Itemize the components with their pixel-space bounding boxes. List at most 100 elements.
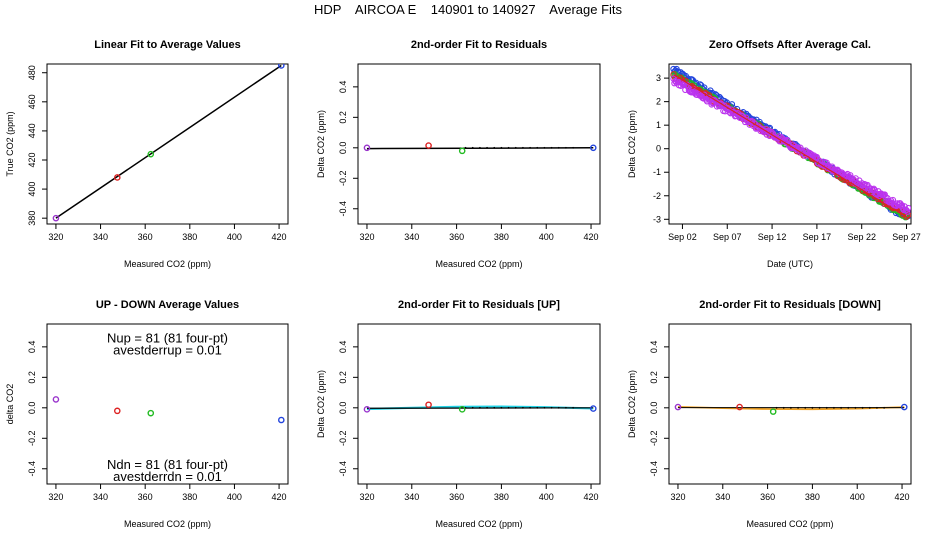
y-tick-label: 0.2 xyxy=(649,371,659,384)
residual-dot xyxy=(572,146,575,149)
residual-dot xyxy=(818,406,821,409)
panel-title: Zero Offsets After Average Cal. xyxy=(709,39,871,51)
data-point xyxy=(113,174,121,181)
x-tick-label: 420 xyxy=(584,492,599,502)
x-axis-label: Measured CO2 (ppm) xyxy=(435,259,522,269)
data-point xyxy=(425,142,432,149)
residual-dot xyxy=(529,146,531,149)
residual-dot xyxy=(572,406,575,409)
residual-dot xyxy=(493,406,496,409)
x-tick-label: 400 xyxy=(539,492,554,502)
x-tick-label: 420 xyxy=(272,232,287,242)
y-tick-label: 3 xyxy=(656,73,661,83)
x-tick-label: 380 xyxy=(182,492,197,502)
data-point xyxy=(458,406,466,413)
panel-title: 2nd-order Fit to Residuals [UP] xyxy=(398,299,560,311)
residual-dot xyxy=(536,146,539,149)
data-point xyxy=(905,204,911,212)
x-tick-label: 320 xyxy=(48,492,63,502)
x-tick-label: 420 xyxy=(272,492,287,502)
x-tick-label: 400 xyxy=(850,492,865,502)
annotation-text: Nup = 81 (81 four-pt) xyxy=(107,330,228,345)
y-tick-label: -3 xyxy=(653,214,661,224)
data-point xyxy=(52,214,60,222)
y-tick-label: 0.4 xyxy=(27,341,37,354)
data-point xyxy=(363,144,371,152)
residual-dot xyxy=(825,406,828,409)
x-tick-label: 380 xyxy=(805,492,820,502)
residual-dot xyxy=(500,406,503,409)
residual-dot xyxy=(847,406,850,409)
residual-dot xyxy=(514,406,517,409)
x-tick-label: 340 xyxy=(93,232,108,242)
data-point xyxy=(861,181,868,188)
panel-3: Zero Offsets After Average Cal. Sep 02 Sep… xyxy=(627,39,921,269)
plot-marks xyxy=(674,403,908,415)
y-tick-label: 420 xyxy=(27,152,37,167)
x-tick-label: 420 xyxy=(584,232,599,242)
x-tick-label: Sep 17 xyxy=(803,232,832,242)
panel-5: 2nd-order Fit to Residuals [UP] 320 340 360… xyxy=(316,299,601,529)
x-tick-label: 400 xyxy=(539,232,554,242)
residual-dot xyxy=(471,146,474,149)
panel-title: 2nd-order Fit to Residuals [DOWN] xyxy=(699,299,881,311)
residual-dot xyxy=(464,146,467,149)
residual-dot xyxy=(500,146,503,149)
annotation-text: avestderrup = 0.01 xyxy=(113,343,222,358)
residual-dot xyxy=(486,406,488,409)
y-axis-label: delta CO2 xyxy=(5,384,15,425)
residual-dot xyxy=(883,406,886,409)
y-tick-label: -0.2 xyxy=(649,431,659,447)
residual-dot xyxy=(514,146,517,149)
y-tick-label: -1 xyxy=(653,167,661,177)
y-tick-label: 480 xyxy=(27,65,37,80)
x-tick-label: Sep 27 xyxy=(892,232,921,242)
x-tick-label: Sep 07 xyxy=(713,232,742,242)
y-axis-label: Delta CO2 (ppm) xyxy=(627,110,637,178)
y-tick-label: 0.0 xyxy=(338,142,348,155)
residual-dot xyxy=(507,146,510,149)
x-tick-label: 380 xyxy=(182,232,197,242)
x-tick-label: 360 xyxy=(449,492,464,502)
y-tick-label: -0.4 xyxy=(338,201,348,217)
residual-dot xyxy=(840,406,842,409)
y-tick-label: -0.2 xyxy=(338,431,348,447)
data-point xyxy=(901,203,908,210)
plot-frame xyxy=(357,63,601,225)
data-point xyxy=(589,144,597,152)
residual-dot xyxy=(565,406,567,409)
y-tick-label: 0.2 xyxy=(338,371,348,384)
y-axis-label: Delta CO2 (ppm) xyxy=(627,370,637,438)
residual-dot xyxy=(811,406,814,409)
x-tick-label: 400 xyxy=(227,232,242,242)
plot-marks xyxy=(52,64,285,222)
x-tick-label: 380 xyxy=(494,232,509,242)
x-tick-label: 360 xyxy=(760,492,775,502)
x-tick-label: Sep 12 xyxy=(758,232,787,242)
panel-2: 2nd-order Fit to Residuals 320 340 360 380 40… xyxy=(316,39,601,269)
x-tick-label: 360 xyxy=(138,232,153,242)
y-tick-label: 380 xyxy=(27,211,37,226)
residual-dot xyxy=(486,146,488,149)
x-tick-label: 320 xyxy=(670,492,685,502)
plot-frame xyxy=(46,63,289,225)
y-tick-label: 0.0 xyxy=(27,402,37,415)
x-tick-label: 360 xyxy=(449,232,464,242)
x-tick-label: Sep 02 xyxy=(668,232,697,242)
residual-dot xyxy=(557,406,560,409)
x-tick-label: 320 xyxy=(359,232,374,242)
y-tick-label: 0.0 xyxy=(338,402,348,415)
data-point xyxy=(278,64,285,69)
y-tick-label: 2 xyxy=(656,97,661,107)
panel-1: Linear Fit to Average Values 320 340 360 380… xyxy=(5,39,289,269)
plot-frame xyxy=(46,323,289,485)
data-point xyxy=(736,403,743,411)
x-tick-label: 400 xyxy=(227,492,242,502)
residual-dot xyxy=(522,146,524,149)
residual-dot xyxy=(789,406,792,409)
y-axis-label: Delta CO2 (ppm) xyxy=(316,370,326,438)
x-axis-label: Measured CO2 (ppm) xyxy=(435,519,522,529)
residual-dot xyxy=(854,406,857,409)
data-point xyxy=(278,416,285,424)
